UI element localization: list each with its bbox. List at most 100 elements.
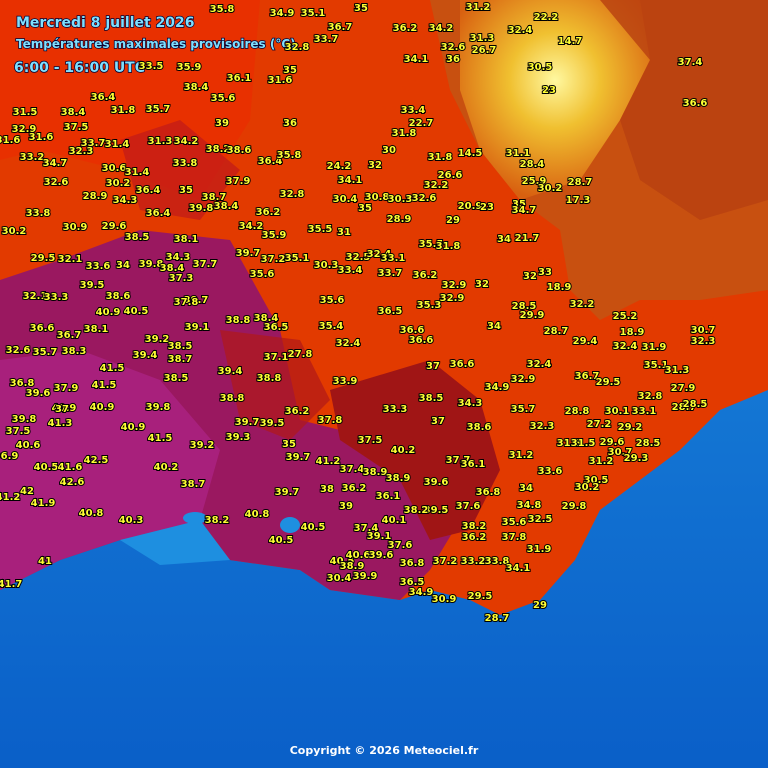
temperature-label: 36.2	[342, 483, 367, 494]
temperature-label: 32	[523, 271, 537, 282]
temperature-label: 29.4	[573, 336, 598, 347]
temperature-label: 41.5	[148, 433, 173, 444]
temperature-label: 31.8	[111, 105, 136, 116]
temperature-label: 30	[382, 145, 396, 156]
temperature-label: 30.7	[608, 447, 633, 458]
temperature-label: 39.7	[286, 452, 311, 463]
temperature-label: 31.2	[589, 456, 614, 467]
temperature-label: 30.5	[528, 62, 553, 73]
temperature-label: 35	[283, 65, 297, 76]
temperature-label: 37.4	[354, 523, 379, 534]
temperature-label: 29.5	[31, 253, 56, 264]
temperature-label: 36.4	[146, 208, 171, 219]
temperature-label: 31.8	[428, 152, 453, 163]
temperature-label: 31.6	[29, 132, 54, 143]
temperature-label: 38.3	[62, 346, 87, 357]
temperature-label: 35.6	[211, 93, 236, 104]
temperature-label: 37.5	[6, 426, 31, 437]
temperature-label: 36	[283, 118, 297, 129]
temperature-label: 18.9	[620, 327, 645, 338]
temperature-label: 35.9	[177, 62, 202, 73]
temperature-label: 35.5	[419, 239, 444, 250]
temperature-label: 40.5	[301, 522, 326, 533]
temperature-label: 34	[497, 234, 511, 245]
temperature-label: 35	[354, 3, 368, 14]
temperature-label: 35.3	[417, 300, 442, 311]
temperature-label: 32.3	[69, 146, 94, 157]
temperature-label: 33.1	[632, 406, 657, 417]
temperature-label: 31.6	[0, 135, 20, 146]
temperature-label: 38.8	[257, 373, 282, 384]
temperature-label: 36.8	[400, 558, 425, 569]
temperature-label: 41.6	[58, 462, 83, 473]
temperature-label: 34.2	[174, 136, 199, 147]
temperature-label: 36	[446, 54, 460, 65]
temperature-label: 30.2	[106, 178, 131, 189]
temperature-label: 42.6	[60, 477, 85, 488]
temperature-label: 30.1	[605, 406, 630, 417]
temperature-label: 32.3	[530, 421, 555, 432]
subtitle: Températures maximales provisoires (°C)	[16, 37, 296, 51]
temperature-label: 34	[487, 321, 501, 332]
temperature-label: 32.9	[511, 374, 536, 385]
temperature-label: 32.2	[570, 299, 595, 310]
temperature-label: 33.6	[538, 466, 563, 477]
temperature-label: 35.6	[502, 517, 527, 528]
temperature-label: 36.8	[10, 378, 35, 389]
temperature-label: 40.9	[121, 422, 146, 433]
temperature-label: 30.4	[327, 573, 352, 584]
temperature-label: 22.7	[409, 118, 434, 129]
temperature-label: 34.1	[404, 54, 429, 65]
temperature-label: 31.8	[436, 241, 461, 252]
temperature-label: 34.2	[239, 221, 264, 232]
temperature-label: 40.3	[119, 515, 144, 526]
temperature-label: 35	[282, 439, 296, 450]
temperature-label: 40.9	[52, 403, 77, 414]
temperature-label: 34.8	[517, 500, 542, 511]
temperature-label: 34.9	[270, 8, 295, 19]
temperature-label: 33.9	[333, 376, 358, 387]
temperature-label: 40.2	[391, 445, 416, 456]
temperature-label: 37	[55, 404, 69, 415]
temperature-label: 34.9	[409, 587, 434, 598]
temperature-label: 31.9	[642, 342, 667, 353]
temperature-label: 31.3	[557, 438, 582, 449]
temperature-label: 39.4	[218, 366, 243, 377]
temperature-label: 38.4	[214, 201, 239, 212]
temperature-label: 17.3	[566, 195, 591, 206]
temperature-label: 38.7	[181, 479, 206, 490]
temperature-label: 36.2	[256, 207, 281, 218]
temperature-label: 26.6	[438, 170, 463, 181]
temperature-label: 32.6	[6, 345, 31, 356]
temperature-label: 38.4	[254, 313, 279, 324]
temperature-label: 37.8	[318, 415, 343, 426]
temperature-label: 36.5	[264, 322, 289, 333]
temperature-label: 30.9	[63, 222, 88, 233]
temperature-label: 34.1	[338, 175, 363, 186]
temperature-label: 27.8	[288, 349, 313, 360]
temperature-label: 31.4	[105, 139, 130, 150]
temperature-label: 30.3	[314, 260, 339, 271]
temperature-label: 30.9	[432, 594, 457, 605]
temperature-label: 29.3	[624, 453, 649, 464]
temperature-label: 18.9	[547, 282, 572, 293]
temperature-label: 37.6	[456, 501, 481, 512]
temperature-label: 33.7	[314, 34, 339, 45]
temperature-label: 38.4	[184, 82, 209, 93]
temperature-label: 35.6	[320, 295, 345, 306]
copyright: Copyright © 2026 Meteociel.fr	[290, 744, 479, 757]
temperature-label: 35.1	[285, 253, 310, 264]
temperature-label: 34.9	[485, 382, 510, 393]
temperature-label: 28.5	[636, 438, 661, 449]
temperature-label: 21.7	[515, 233, 540, 244]
temperature-label: 29.2	[618, 422, 643, 433]
temperature-label: 36.5	[378, 306, 403, 317]
temperature-label: 36.2	[285, 406, 310, 417]
temperature-label: 28.7	[568, 177, 593, 188]
temperature-label: 28.5	[512, 301, 537, 312]
temperature-label: 35.9	[262, 230, 287, 241]
temperature-label: 41.2	[316, 456, 341, 467]
temperature-label: 39.1	[367, 531, 392, 542]
temperature-label: 29.5	[596, 377, 621, 388]
temperature-label: 32.4	[613, 341, 638, 352]
